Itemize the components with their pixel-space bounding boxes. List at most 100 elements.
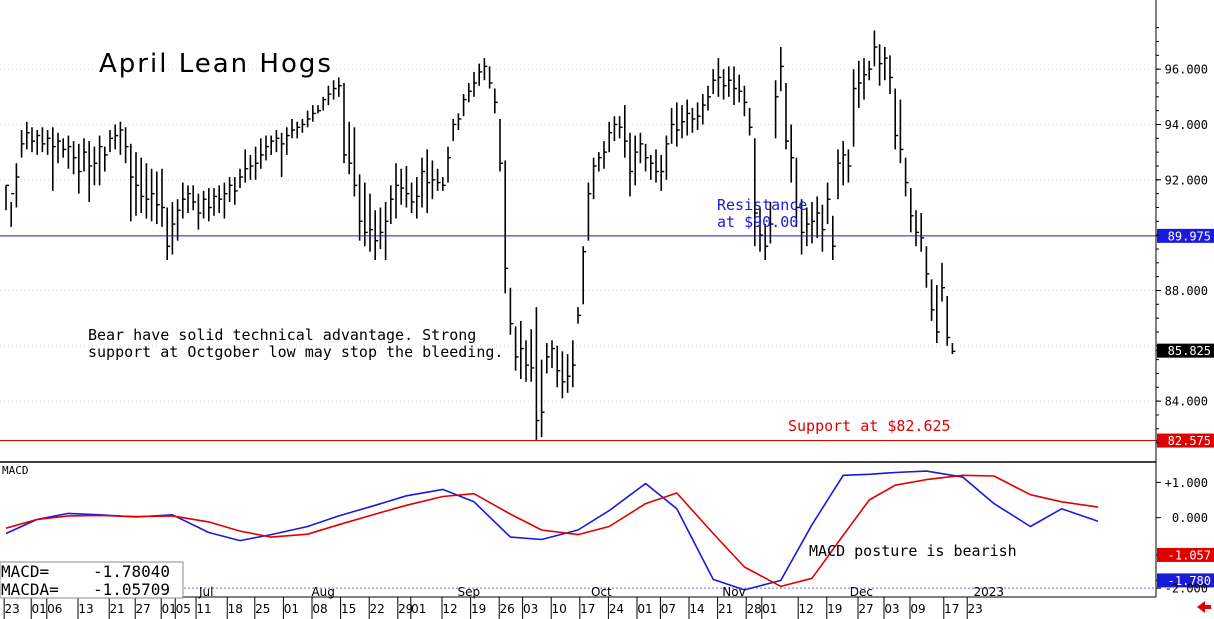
macd-line xyxy=(5,470,1099,591)
day-label: 27 xyxy=(858,602,873,616)
svg-text:94.000: 94.000 xyxy=(1165,118,1208,132)
price-bar xyxy=(93,146,98,186)
price-bar xyxy=(202,190,207,219)
price-bar xyxy=(613,116,618,142)
day-label: 01 xyxy=(411,602,426,616)
price-bar xyxy=(197,193,202,230)
day-label: 21 xyxy=(110,602,125,616)
price-bar xyxy=(748,107,753,136)
month-label: 2023 xyxy=(974,585,1005,599)
price-bar xyxy=(587,182,592,241)
day-label: 06 xyxy=(47,602,62,616)
price-bar xyxy=(109,130,113,153)
price-bar xyxy=(493,88,498,114)
scroll-left-icon[interactable] xyxy=(1197,601,1211,613)
price-bar xyxy=(389,185,394,225)
day-label: 17 xyxy=(580,602,595,616)
price-bar xyxy=(441,177,446,191)
price-bar xyxy=(696,102,701,131)
price-bar xyxy=(254,146,259,180)
price-bar xyxy=(182,182,186,219)
day-label: 23 xyxy=(968,602,983,616)
price-bar xyxy=(46,130,51,155)
price-bar xyxy=(234,177,238,205)
price-bar xyxy=(504,160,509,294)
macda-readout-label: MACDA= xyxy=(1,580,59,599)
price-bar xyxy=(228,177,233,202)
macd-tick-label: +1.000 xyxy=(1156,476,1208,490)
price-bar xyxy=(701,94,706,125)
price-bar xyxy=(478,63,483,86)
price-bar xyxy=(467,82,472,103)
day-label: 01 xyxy=(284,602,299,616)
day-label: 23 xyxy=(5,602,20,616)
price-bar xyxy=(104,146,108,172)
price-bar xyxy=(842,141,847,186)
price-bar xyxy=(618,116,623,139)
month-label: Sep xyxy=(457,585,480,599)
price-bar xyxy=(717,58,722,97)
price-bar xyxy=(571,340,576,388)
month-label: Jul xyxy=(198,585,213,599)
price-bar xyxy=(83,138,87,172)
day-label: 24 xyxy=(609,602,624,616)
chart-title: April Lean Hogs xyxy=(99,49,333,79)
price-bar xyxy=(213,188,217,216)
price-bar xyxy=(660,154,665,191)
day-label: 08 xyxy=(312,602,327,616)
price-tick-label: 92.000 xyxy=(1156,173,1208,187)
price-bar xyxy=(384,201,389,261)
annotation-line-2: support at Octgober low may stop the ble… xyxy=(88,343,503,361)
price-bar xyxy=(551,340,555,368)
price-bar xyxy=(878,44,883,86)
price-bar xyxy=(171,201,176,255)
price-bar xyxy=(145,163,150,219)
price-bar xyxy=(608,121,613,153)
price-bar xyxy=(530,329,535,382)
price-bar xyxy=(540,359,545,438)
price-bar xyxy=(67,135,72,169)
price-bar xyxy=(327,85,332,106)
price-bar xyxy=(764,224,769,261)
macd-tick-label: -1.780 xyxy=(1156,573,1214,588)
price-bar xyxy=(10,192,15,227)
macd-panel-title: MACD xyxy=(2,464,29,477)
price-bar xyxy=(826,182,831,225)
price-bar xyxy=(857,60,862,108)
price-bar xyxy=(130,143,134,222)
price-bar xyxy=(831,215,836,261)
price-bar xyxy=(920,213,925,252)
day-label: 07 xyxy=(661,602,676,616)
price-bar xyxy=(301,118,306,133)
price-bar xyxy=(176,199,181,241)
price-bar xyxy=(759,207,763,252)
price-bar xyxy=(821,204,826,252)
day-label: 26 xyxy=(500,602,515,616)
price-bar xyxy=(805,207,810,247)
price-bar xyxy=(78,143,82,194)
price-bar xyxy=(941,262,945,302)
price-bar xyxy=(15,163,20,208)
svg-text:-1.057: -1.057 xyxy=(1168,548,1211,562)
price-bar xyxy=(462,94,467,117)
day-label: 13 xyxy=(78,602,93,616)
price-bar xyxy=(837,149,841,200)
price-tick-label: 96.000 xyxy=(1156,63,1208,77)
price-bar xyxy=(883,47,888,81)
price-bar xyxy=(868,60,873,81)
price-bar xyxy=(348,121,353,175)
price-bar xyxy=(296,121,301,139)
price-bar xyxy=(436,168,441,191)
macd-tick-label: 0.000 xyxy=(1156,511,1208,525)
price-bar xyxy=(800,199,805,255)
price-bar xyxy=(811,201,815,244)
price-bar xyxy=(727,66,732,97)
month-label: Oct xyxy=(591,585,612,599)
day-label: 01 xyxy=(162,602,177,616)
price-bar xyxy=(488,66,493,89)
price-tick-label: 84.000 xyxy=(1156,395,1208,409)
day-label: 12 xyxy=(442,602,457,616)
price-bar xyxy=(114,124,119,150)
day-label: 01 xyxy=(32,602,47,616)
price-bar xyxy=(634,135,639,186)
